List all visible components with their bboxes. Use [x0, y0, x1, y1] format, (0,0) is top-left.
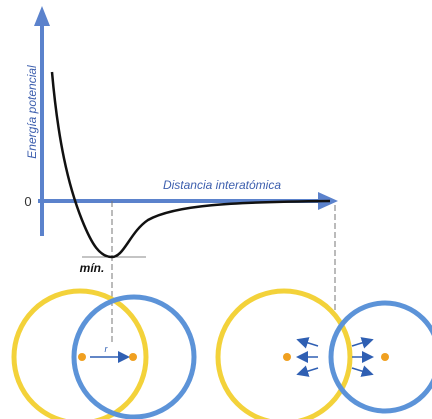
- distance-label: r: [105, 344, 109, 354]
- force-arrows: [302, 341, 368, 373]
- nucleus: [129, 353, 137, 361]
- potential-curve: [52, 72, 330, 257]
- diagram: Energía potencial Distancia interatómica…: [0, 0, 432, 419]
- nucleus: [381, 353, 389, 361]
- y-axis-label: Energía potencial: [25, 65, 39, 159]
- x-axis-label: Distancia interatómica: [163, 178, 281, 192]
- y-axis-arrow: [34, 6, 50, 26]
- page: {"axes": {"y_label": "Energía potencial"…: [0, 0, 432, 419]
- nucleus: [78, 353, 86, 361]
- nucleus: [283, 353, 291, 361]
- minimum-label: mín.: [80, 261, 105, 275]
- origin-label: 0: [24, 194, 31, 209]
